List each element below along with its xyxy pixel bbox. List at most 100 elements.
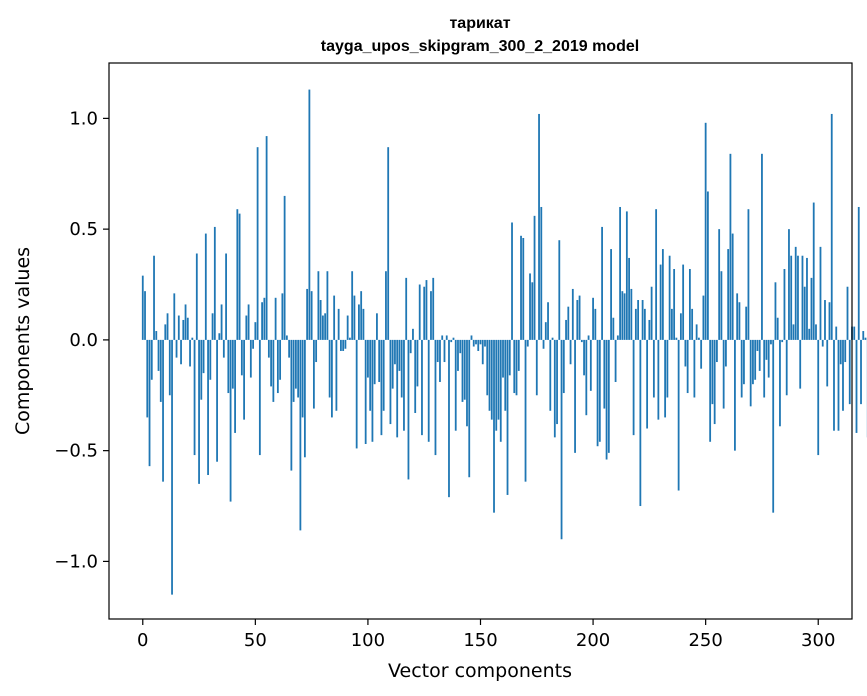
bar-component-171 (526, 339, 529, 347)
bar-component-208 (610, 249, 612, 340)
bar-component-49 (252, 339, 254, 349)
bar-component-107 (382, 339, 385, 411)
bar-component-278 (767, 339, 770, 378)
bar-component-269 (747, 209, 750, 340)
bar-component-112 (394, 339, 396, 365)
bar-component-80 (321, 315, 324, 340)
bar-component-42 (236, 209, 239, 340)
bar-component-195 (580, 339, 583, 343)
bar-component-123 (418, 284, 421, 340)
bar-component-52 (258, 339, 261, 456)
bar-component-141 (459, 339, 462, 354)
bar-component-225 (648, 319, 651, 340)
bar-component-264 (736, 293, 739, 340)
bar-component-210 (614, 339, 617, 382)
bar-component-262 (731, 233, 734, 340)
bar-component-277 (765, 339, 768, 360)
bar-component-179 (544, 322, 547, 340)
y-tick-label: 0.0 (69, 330, 98, 351)
bar-component-174 (533, 215, 536, 340)
x-axis-label: Vector components (388, 660, 572, 682)
bar-component-165 (513, 339, 516, 394)
bar-component-259 (725, 339, 727, 367)
bar-component-6 (155, 331, 158, 340)
bar-component-300 (817, 339, 820, 456)
bar-component-135 (445, 335, 448, 340)
bar-component-214 (623, 293, 626, 340)
bar-component-160 (502, 339, 504, 378)
bar-component-241 (684, 339, 687, 367)
bar-component-31 (211, 313, 214, 340)
bar-component-255 (716, 339, 718, 363)
x-tick-label: 0 (137, 630, 148, 651)
bar-component-70 (299, 339, 302, 531)
bar-component-93 (351, 271, 354, 340)
bar-component-203 (598, 339, 601, 442)
bar-component-21 (189, 339, 191, 367)
bar-component-197 (585, 339, 588, 416)
bar-component-98 (362, 308, 365, 340)
bar-component-173 (531, 282, 534, 340)
bar-component-110 (389, 339, 392, 425)
x-axis-ticks: 0 50 100 150 200 250 300 (137, 619, 835, 651)
bar-component-19 (184, 304, 187, 340)
bar-component-77 (315, 339, 318, 363)
bar-component-191 (571, 288, 574, 340)
x-tick-label: 50 (244, 630, 267, 651)
bar-component-307 (833, 339, 835, 431)
bar-component-28 (204, 233, 207, 340)
bar-component-78 (317, 271, 320, 340)
bar-component-213 (621, 291, 624, 340)
bar-component-276 (763, 339, 766, 398)
bar-component-202 (596, 339, 599, 447)
bar-component-156 (493, 339, 495, 513)
bar-component-108 (385, 271, 387, 340)
bar-component-48 (249, 339, 252, 378)
bar-component-99 (364, 339, 367, 444)
bar-component-84 (331, 339, 333, 418)
bar-component-239 (679, 313, 682, 340)
bar-component-26 (200, 339, 203, 400)
bar-component-282 (776, 317, 779, 340)
bar-component-32 (213, 226, 216, 340)
bar-component-251 (707, 191, 709, 340)
bar-component-5 (153, 255, 155, 340)
bar-component-87 (337, 308, 340, 340)
bar-component-175 (535, 339, 538, 396)
bar-component-134 (443, 339, 446, 363)
bar-component-254 (713, 339, 716, 425)
bar-component-46 (245, 315, 248, 340)
bar-component-62 (281, 293, 284, 340)
x-tick-label: 300 (801, 630, 835, 651)
bar-component-136 (448, 339, 450, 498)
bar-component-122 (416, 339, 419, 387)
bar-component-13 (171, 339, 173, 595)
bar-component-128 (430, 291, 432, 340)
bar-component-67 (292, 339, 295, 402)
bar-component-89 (342, 339, 345, 351)
bar-component-153 (486, 339, 489, 396)
bar-component-223 (643, 308, 646, 340)
bar-component-186 (560, 339, 563, 540)
bar-component-268 (745, 306, 748, 340)
bar-component-55 (265, 136, 268, 340)
bar-component-240 (682, 264, 685, 340)
bar-component-265 (738, 302, 741, 340)
bar-component-143 (463, 339, 466, 400)
bar-component-138 (452, 337, 455, 340)
bar-component-237 (675, 337, 678, 340)
bar-component-163 (508, 339, 511, 376)
bar-component-224 (646, 339, 649, 429)
bar-component-192 (574, 339, 576, 453)
bar-component-230 (659, 264, 662, 340)
bar-component-100 (367, 339, 369, 378)
bar-component-132 (439, 339, 441, 382)
bar-component-82 (326, 271, 329, 340)
bar-component-14 (173, 293, 176, 340)
bar-component-162 (506, 339, 509, 495)
bar-component-310 (839, 339, 842, 365)
bar-component-30 (209, 339, 212, 380)
bar-component-304 (826, 339, 829, 387)
bar-component-204 (601, 226, 603, 340)
